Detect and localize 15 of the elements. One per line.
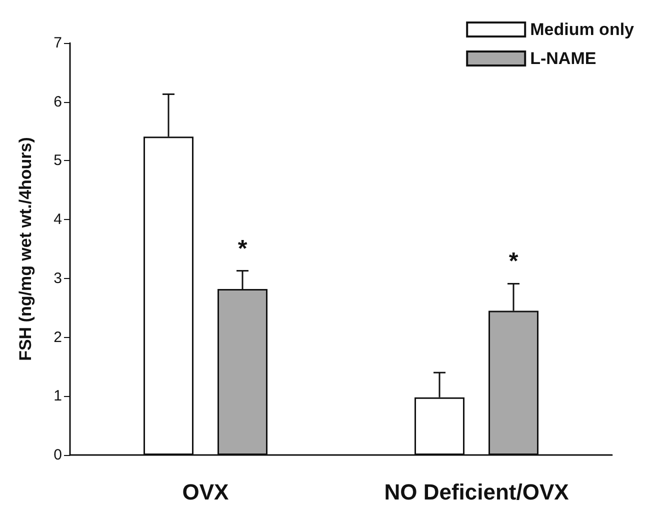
annotation: * [508,248,519,276]
y-tick-label: 5 [54,152,62,170]
legend-label: Medium only [530,20,635,39]
y-axis-title: FSH (ng/mg wet wt./4hours) [16,137,35,361]
y-tick-label: 3 [54,270,62,287]
y-tick-label: 2 [54,328,62,346]
x-tick-label: OVX [182,480,230,504]
y-tick-label: 7 [54,34,62,52]
y-tick-label: 6 [54,93,62,110]
y-tick-label: 0 [54,446,62,464]
y-tick-label: 4 [54,211,62,228]
x-tick-label: NO Deficient/OVX [384,480,570,504]
legend-label: L-NAME [530,49,596,68]
y-tick-label: 1 [54,388,62,405]
annotation: * [238,235,248,262]
